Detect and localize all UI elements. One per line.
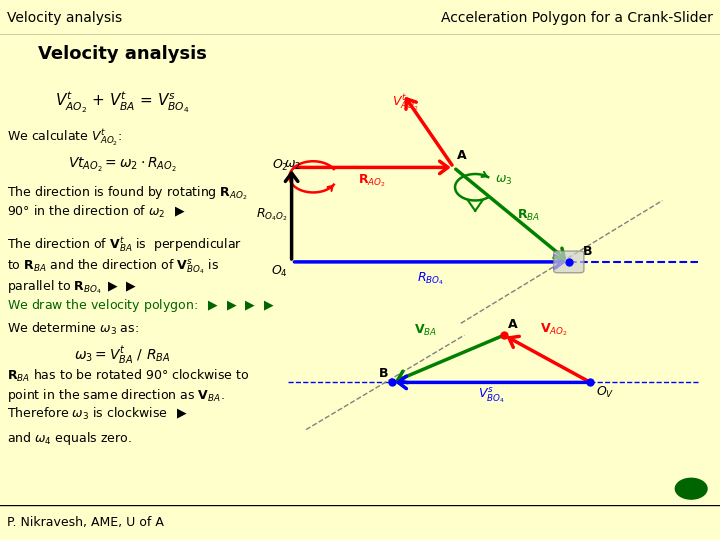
Text: A: A xyxy=(457,148,467,161)
Text: $\omega_3$: $\omega_3$ xyxy=(495,174,513,187)
FancyBboxPatch shape xyxy=(554,251,584,273)
Circle shape xyxy=(675,478,707,499)
Text: $\mathbf{V}_{AO_2}$: $\mathbf{V}_{AO_2}$ xyxy=(540,322,568,339)
Text: We calculate $V^t_{AO_2}$:: We calculate $V^t_{AO_2}$: xyxy=(7,127,122,148)
Text: P. Nikravesh, AME, U of A: P. Nikravesh, AME, U of A xyxy=(7,516,164,529)
Text: $O_2$: $O_2$ xyxy=(271,158,288,173)
Text: B: B xyxy=(379,367,389,380)
Text: Velocity analysis: Velocity analysis xyxy=(38,44,207,63)
Text: $\omega_2$: $\omega_2$ xyxy=(284,159,302,172)
Text: $\mathbf{R}_{AO_2}$: $\mathbf{R}_{AO_2}$ xyxy=(358,172,386,188)
Text: The direction of $\mathbf{V}^t_{BA}$ is  perpendicular
to $\mathbf{R}_{BA}$ and : The direction of $\mathbf{V}^t_{BA}$ is … xyxy=(7,236,243,296)
Text: $Vt_{AO_2} = \omega_2 \cdot R_{AO_2}$: $Vt_{AO_2} = \omega_2 \cdot R_{AO_2}$ xyxy=(68,156,177,174)
Text: $\omega_3 = V^t_{BA}\ /\ R_{BA}$: $\omega_3 = V^t_{BA}\ /\ R_{BA}$ xyxy=(74,345,171,366)
Text: $\mathbf{V}_{BA}$: $\mathbf{V}_{BA}$ xyxy=(414,323,437,339)
Text: Acceleration Polygon for a Crank-Slider: Acceleration Polygon for a Crank-Slider xyxy=(441,11,713,24)
Text: A: A xyxy=(508,319,517,332)
Text: B: B xyxy=(583,245,593,258)
Text: $O_4$: $O_4$ xyxy=(271,264,288,279)
Text: $\mathbf{R}_{BA}$: $\mathbf{R}_{BA}$ xyxy=(517,207,540,222)
Text: $R_{O_4O_2}$: $R_{O_4O_2}$ xyxy=(256,206,288,223)
Text: $O_V$: $O_V$ xyxy=(596,384,614,400)
Text: $V^t_{AO_2}$ + $V^t_{BA}$ = $V^s_{BO_4}$: $V^t_{AO_2}$ + $V^t_{BA}$ = $V^s_{BO_4}$ xyxy=(55,90,189,114)
Text: We determine $\omega_3$ as:: We determine $\omega_3$ as: xyxy=(7,321,139,337)
Text: $\mathbf{R}_{BA}$ has to be rotated 90° clockwise to
point in the same direction: $\mathbf{R}_{BA}$ has to be rotated 90° … xyxy=(7,368,249,422)
Text: $V^t_{AO_2}$: $V^t_{AO_2}$ xyxy=(392,93,419,113)
Text: Velocity analysis: Velocity analysis xyxy=(7,11,122,24)
Text: and $\omega_4$ equals zero.: and $\omega_4$ equals zero. xyxy=(7,430,132,447)
Text: We draw the velocity polygon:  $\blacktriangleright$ $\blacktriangleright$ $\bla: We draw the velocity polygon: $\blacktri… xyxy=(7,298,275,314)
Text: $R_{BO_4}$: $R_{BO_4}$ xyxy=(417,271,444,287)
Text: The direction is found by rotating $\mathbf{R}_{AO_2}$
90° in the direction of $: The direction is found by rotating $\mat… xyxy=(7,184,248,220)
Text: $V^s_{BO_4}$: $V^s_{BO_4}$ xyxy=(478,386,505,405)
